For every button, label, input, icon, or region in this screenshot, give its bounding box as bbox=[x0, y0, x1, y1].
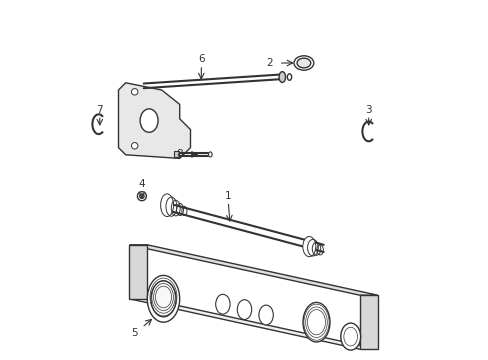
Ellipse shape bbox=[147, 275, 179, 322]
Polygon shape bbox=[359, 295, 377, 349]
Text: 6: 6 bbox=[198, 54, 204, 64]
Ellipse shape bbox=[296, 58, 310, 68]
Ellipse shape bbox=[303, 302, 329, 342]
Ellipse shape bbox=[258, 305, 273, 325]
Ellipse shape bbox=[340, 323, 360, 350]
Text: 1: 1 bbox=[224, 191, 231, 201]
Polygon shape bbox=[129, 245, 147, 299]
Text: 7: 7 bbox=[96, 105, 103, 115]
Ellipse shape bbox=[293, 56, 313, 70]
Text: 5: 5 bbox=[131, 328, 138, 338]
Ellipse shape bbox=[140, 194, 144, 198]
Ellipse shape bbox=[151, 281, 176, 317]
Text: 8: 8 bbox=[176, 149, 183, 159]
Ellipse shape bbox=[131, 143, 138, 149]
Ellipse shape bbox=[287, 74, 291, 80]
Ellipse shape bbox=[237, 300, 251, 320]
Polygon shape bbox=[129, 299, 377, 349]
Polygon shape bbox=[129, 245, 377, 295]
Text: 2: 2 bbox=[265, 58, 272, 68]
Ellipse shape bbox=[160, 194, 173, 217]
Polygon shape bbox=[118, 83, 190, 158]
Ellipse shape bbox=[208, 152, 212, 157]
Text: 4: 4 bbox=[138, 179, 145, 189]
Ellipse shape bbox=[137, 192, 146, 201]
Ellipse shape bbox=[279, 72, 285, 82]
Ellipse shape bbox=[140, 109, 158, 132]
Ellipse shape bbox=[215, 294, 230, 314]
Polygon shape bbox=[174, 151, 179, 157]
Ellipse shape bbox=[131, 89, 138, 95]
Ellipse shape bbox=[302, 237, 315, 257]
Text: 3: 3 bbox=[365, 105, 371, 115]
